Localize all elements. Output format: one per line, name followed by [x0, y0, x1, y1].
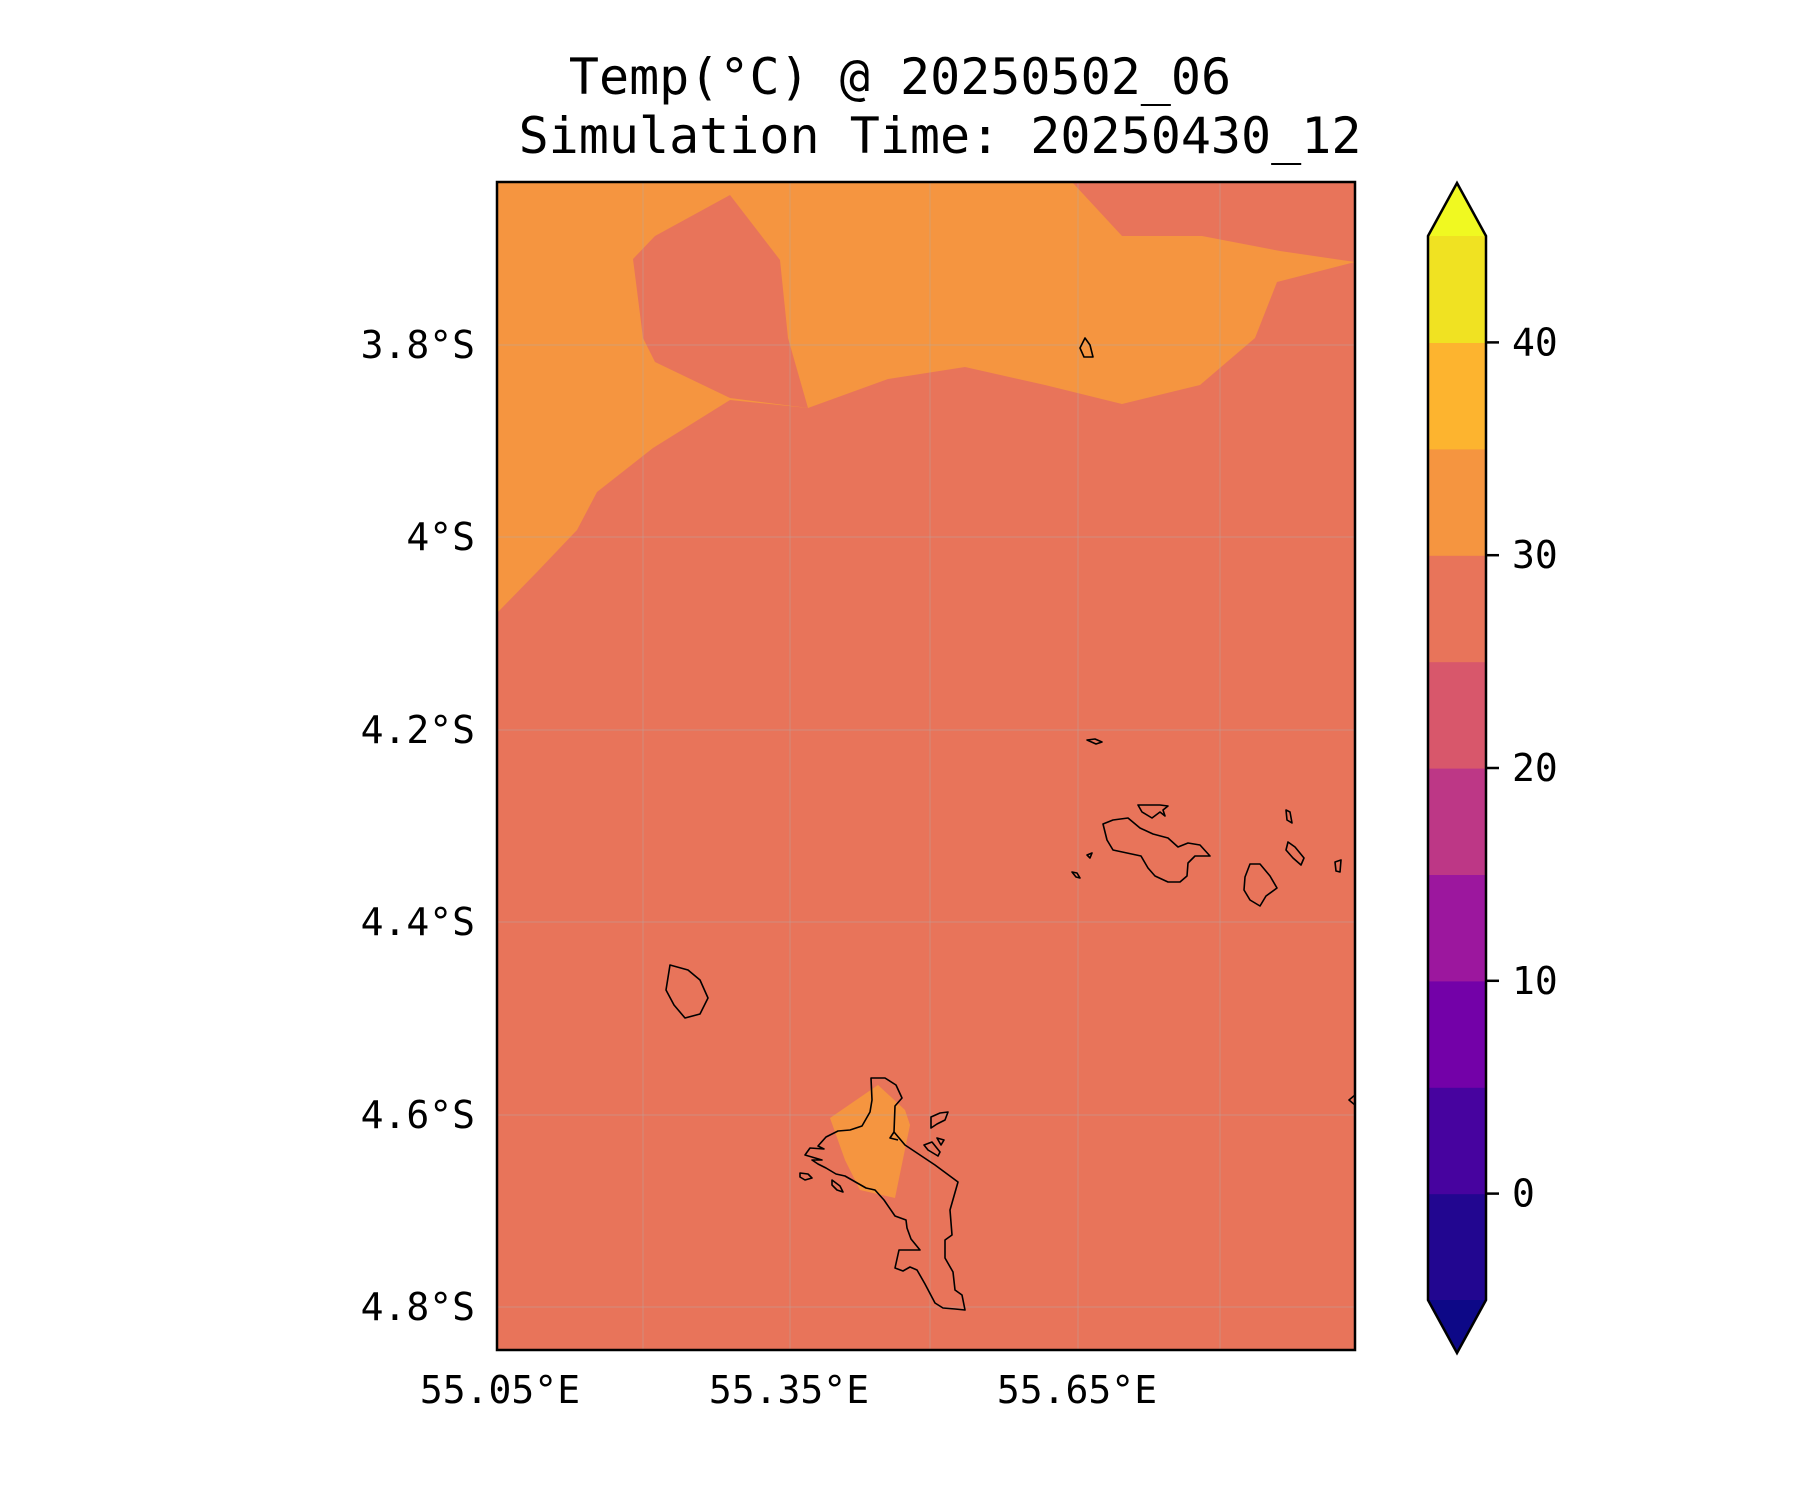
- lat-tick-label: 4°S: [406, 515, 475, 559]
- colorbar-tick-label: 40: [1512, 320, 1558, 364]
- colorbar-band: [1428, 236, 1486, 343]
- colorbar-band: [1428, 661, 1486, 769]
- colorbar-band: [1428, 555, 1486, 663]
- longitude-axis: 55.05°E 55.35°E 55.65°E: [420, 1368, 1157, 1412]
- colorbar-over-triangle: [1428, 183, 1486, 236]
- lat-tick-label: 4.8°S: [361, 1285, 475, 1329]
- colorbar-under-triangle: [1428, 1300, 1486, 1353]
- coastline-islet-small: [1086, 738, 1103, 745]
- colorbar-band: [1428, 768, 1486, 875]
- map-frame: [495, 180, 1357, 1352]
- cooler-pocket-northwest: [633, 195, 808, 408]
- coastline-islet-e: [1285, 841, 1305, 866]
- coastline-islet-d: [1285, 809, 1293, 824]
- coastline-islet-f: [1334, 859, 1342, 873]
- coastlines: [665, 337, 1355, 1311]
- lat-tick-label: 4.2°S: [361, 708, 475, 752]
- colorbar-outline: [1426, 180, 1488, 1356]
- colorbar-band: [1428, 874, 1486, 982]
- map-panel: [497, 182, 1355, 1350]
- colorbar-tick-label: 0: [1512, 1172, 1535, 1216]
- temperature-field-30-35-island: [830, 1085, 910, 1198]
- coastline-mahe: [804, 1077, 966, 1311]
- coastline-praslin: [1102, 817, 1211, 883]
- colorbar: 40 30 20 10 0: [1426, 180, 1558, 1356]
- lat-tick-label: 4.6°S: [361, 1093, 475, 1137]
- lon-tick-label: 55.05°E: [420, 1368, 580, 1412]
- coastline-la-digue: [1243, 863, 1278, 907]
- coastline-silhouette: [665, 964, 709, 1019]
- colorbar-band: [1428, 342, 1486, 450]
- coastline-islet-east: [1348, 1094, 1355, 1106]
- colorbar-tick-label: 10: [1512, 959, 1558, 1003]
- colorbar-band: [1428, 1193, 1486, 1301]
- lon-tick-label: 55.65°E: [997, 1368, 1157, 1412]
- coastline-islet-a: [1137, 804, 1169, 819]
- coastline-islet-b: [1086, 852, 1093, 859]
- coastline-mahe-inlet: [889, 1131, 899, 1141]
- coastline-islet-j: [799, 1172, 813, 1181]
- colorbar-band: [1428, 1087, 1486, 1195]
- coastline-islet-k: [831, 1179, 844, 1193]
- map-subtitle: Simulation Time: 20250430_12: [518, 107, 1362, 165]
- coastline-islet-i: [936, 1137, 945, 1146]
- latitude-axis: 3.8°S 4°S 4.2°S 4.4°S 4.6°S 4.8°S: [361, 323, 475, 1329]
- lon-tick-label: 55.35°E: [709, 1368, 869, 1412]
- coastline-islet-c: [1071, 871, 1081, 879]
- lat-tick-label: 3.8°S: [361, 323, 475, 367]
- colorbar-tick-label: 30: [1512, 533, 1558, 577]
- colorbar-band: [1428, 448, 1486, 556]
- colorbar-band: [1428, 980, 1486, 1088]
- colorbar-tick-label: 20: [1512, 746, 1558, 790]
- coastline-islet-g: [930, 1111, 949, 1129]
- graticule: [497, 182, 1355, 1350]
- map-title: Temp(°C) @ 20250502_06: [568, 48, 1232, 106]
- lat-tick-label: 4.4°S: [361, 900, 475, 944]
- coastline-islet-north: [1079, 337, 1094, 358]
- coastline-islet-h: [923, 1141, 941, 1157]
